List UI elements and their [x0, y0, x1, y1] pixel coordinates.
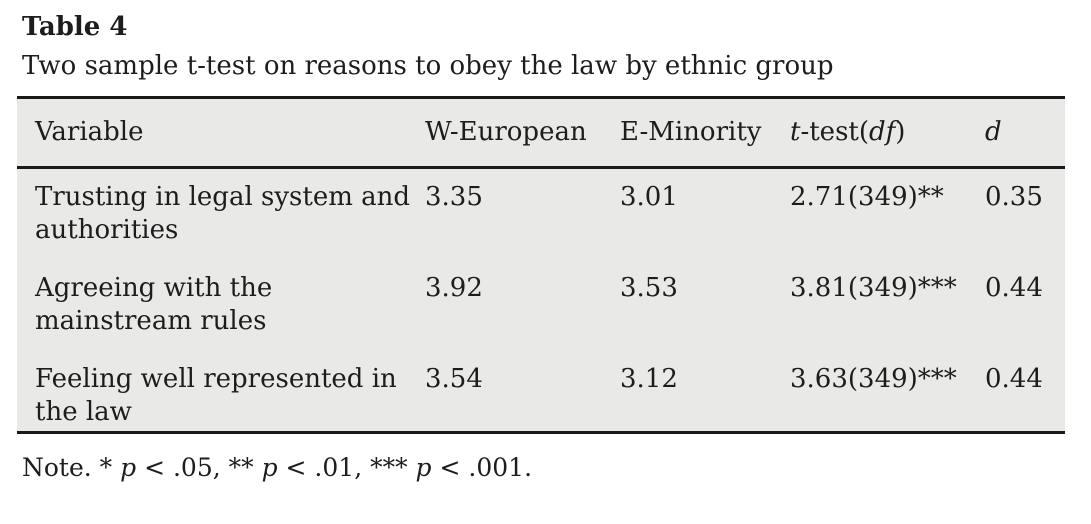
column-header-e-minority: E-Minority — [620, 97, 790, 169]
note-threshold-001: < .001. — [431, 453, 533, 482]
note-italic-p: p — [261, 453, 278, 482]
variable-line: Agreeing with the — [35, 273, 273, 303]
t-test-value-cell: 2.71(349)** — [790, 182, 944, 212]
w-european-mean-cell: 3.35 — [425, 182, 483, 212]
e-minority-mean-cell: 3.53 — [620, 273, 678, 303]
table-row: Agreeing with the mainstream rules 3.92 … — [17, 260, 1065, 351]
effect-size-cell: 0.35 — [985, 182, 1043, 212]
effect-size-cell: 0.44 — [985, 364, 1043, 394]
table-row: Feeling well represented in the law 3.54… — [17, 351, 1065, 433]
variable-line: Trusting in legal system and — [35, 182, 411, 212]
note-threshold-01-and-star3: < .01, *** — [277, 453, 416, 482]
t-test-roman-part: -test( — [800, 117, 870, 147]
t-test-table: Variable W-European E-Minority t-test(df… — [17, 96, 1065, 434]
w-european-mean-cell: 3.92 — [425, 273, 483, 303]
variable-cell: Agreeing with the mainstream rules — [17, 260, 425, 351]
effect-size-cell: 0.44 — [985, 273, 1043, 303]
variable-line: the law — [35, 397, 132, 427]
table-header-row: Variable W-European E-Minority t-test(df… — [17, 97, 1065, 169]
column-header-cohens-d: d — [985, 97, 1065, 169]
variable-cell: Feeling well represented in the law — [17, 351, 425, 433]
note-italic-p: p — [415, 453, 432, 482]
note-threshold-05-and-star2: < .05, ** — [136, 453, 262, 482]
table-caption: Two sample t-test on reasons to obey the… — [22, 51, 834, 81]
t-test-value-cell: 3.81(349)*** — [790, 273, 957, 303]
column-header-w-european: W-European — [425, 97, 620, 169]
variable-line: mainstream rules — [35, 306, 267, 336]
table-note: Note. * p < .05, ** p < .01, *** p < .00… — [22, 452, 1091, 483]
column-header-t-test-df: t-test(df) — [790, 97, 985, 169]
cohens-d-label: d — [985, 117, 1002, 147]
t-test-italic-df: df — [869, 117, 896, 147]
paper-table-figure: Table 4 Two sample t-test on reasons to … — [0, 12, 1091, 524]
t-test-value-cell: 3.63(349)*** — [790, 364, 957, 394]
variable-cell: Trusting in legal system and authorities — [17, 168, 425, 261]
table-number-title: Table 4 — [22, 12, 128, 42]
t-test-close-paren: ) — [895, 117, 906, 147]
e-minority-mean-cell: 3.01 — [620, 182, 678, 212]
e-minority-mean-cell: 3.12 — [620, 364, 678, 394]
w-european-mean-cell: 3.54 — [425, 364, 483, 394]
t-test-italic-t: t — [790, 117, 801, 147]
variable-line: authorities — [35, 215, 179, 245]
note-italic-p: p — [120, 453, 137, 482]
column-header-variable: Variable — [17, 97, 425, 169]
table-row: Trusting in legal system and authorities… — [17, 168, 1065, 261]
note-label-and-star1: Note. * — [22, 453, 121, 482]
variable-line: Feeling well represented in — [35, 364, 397, 394]
